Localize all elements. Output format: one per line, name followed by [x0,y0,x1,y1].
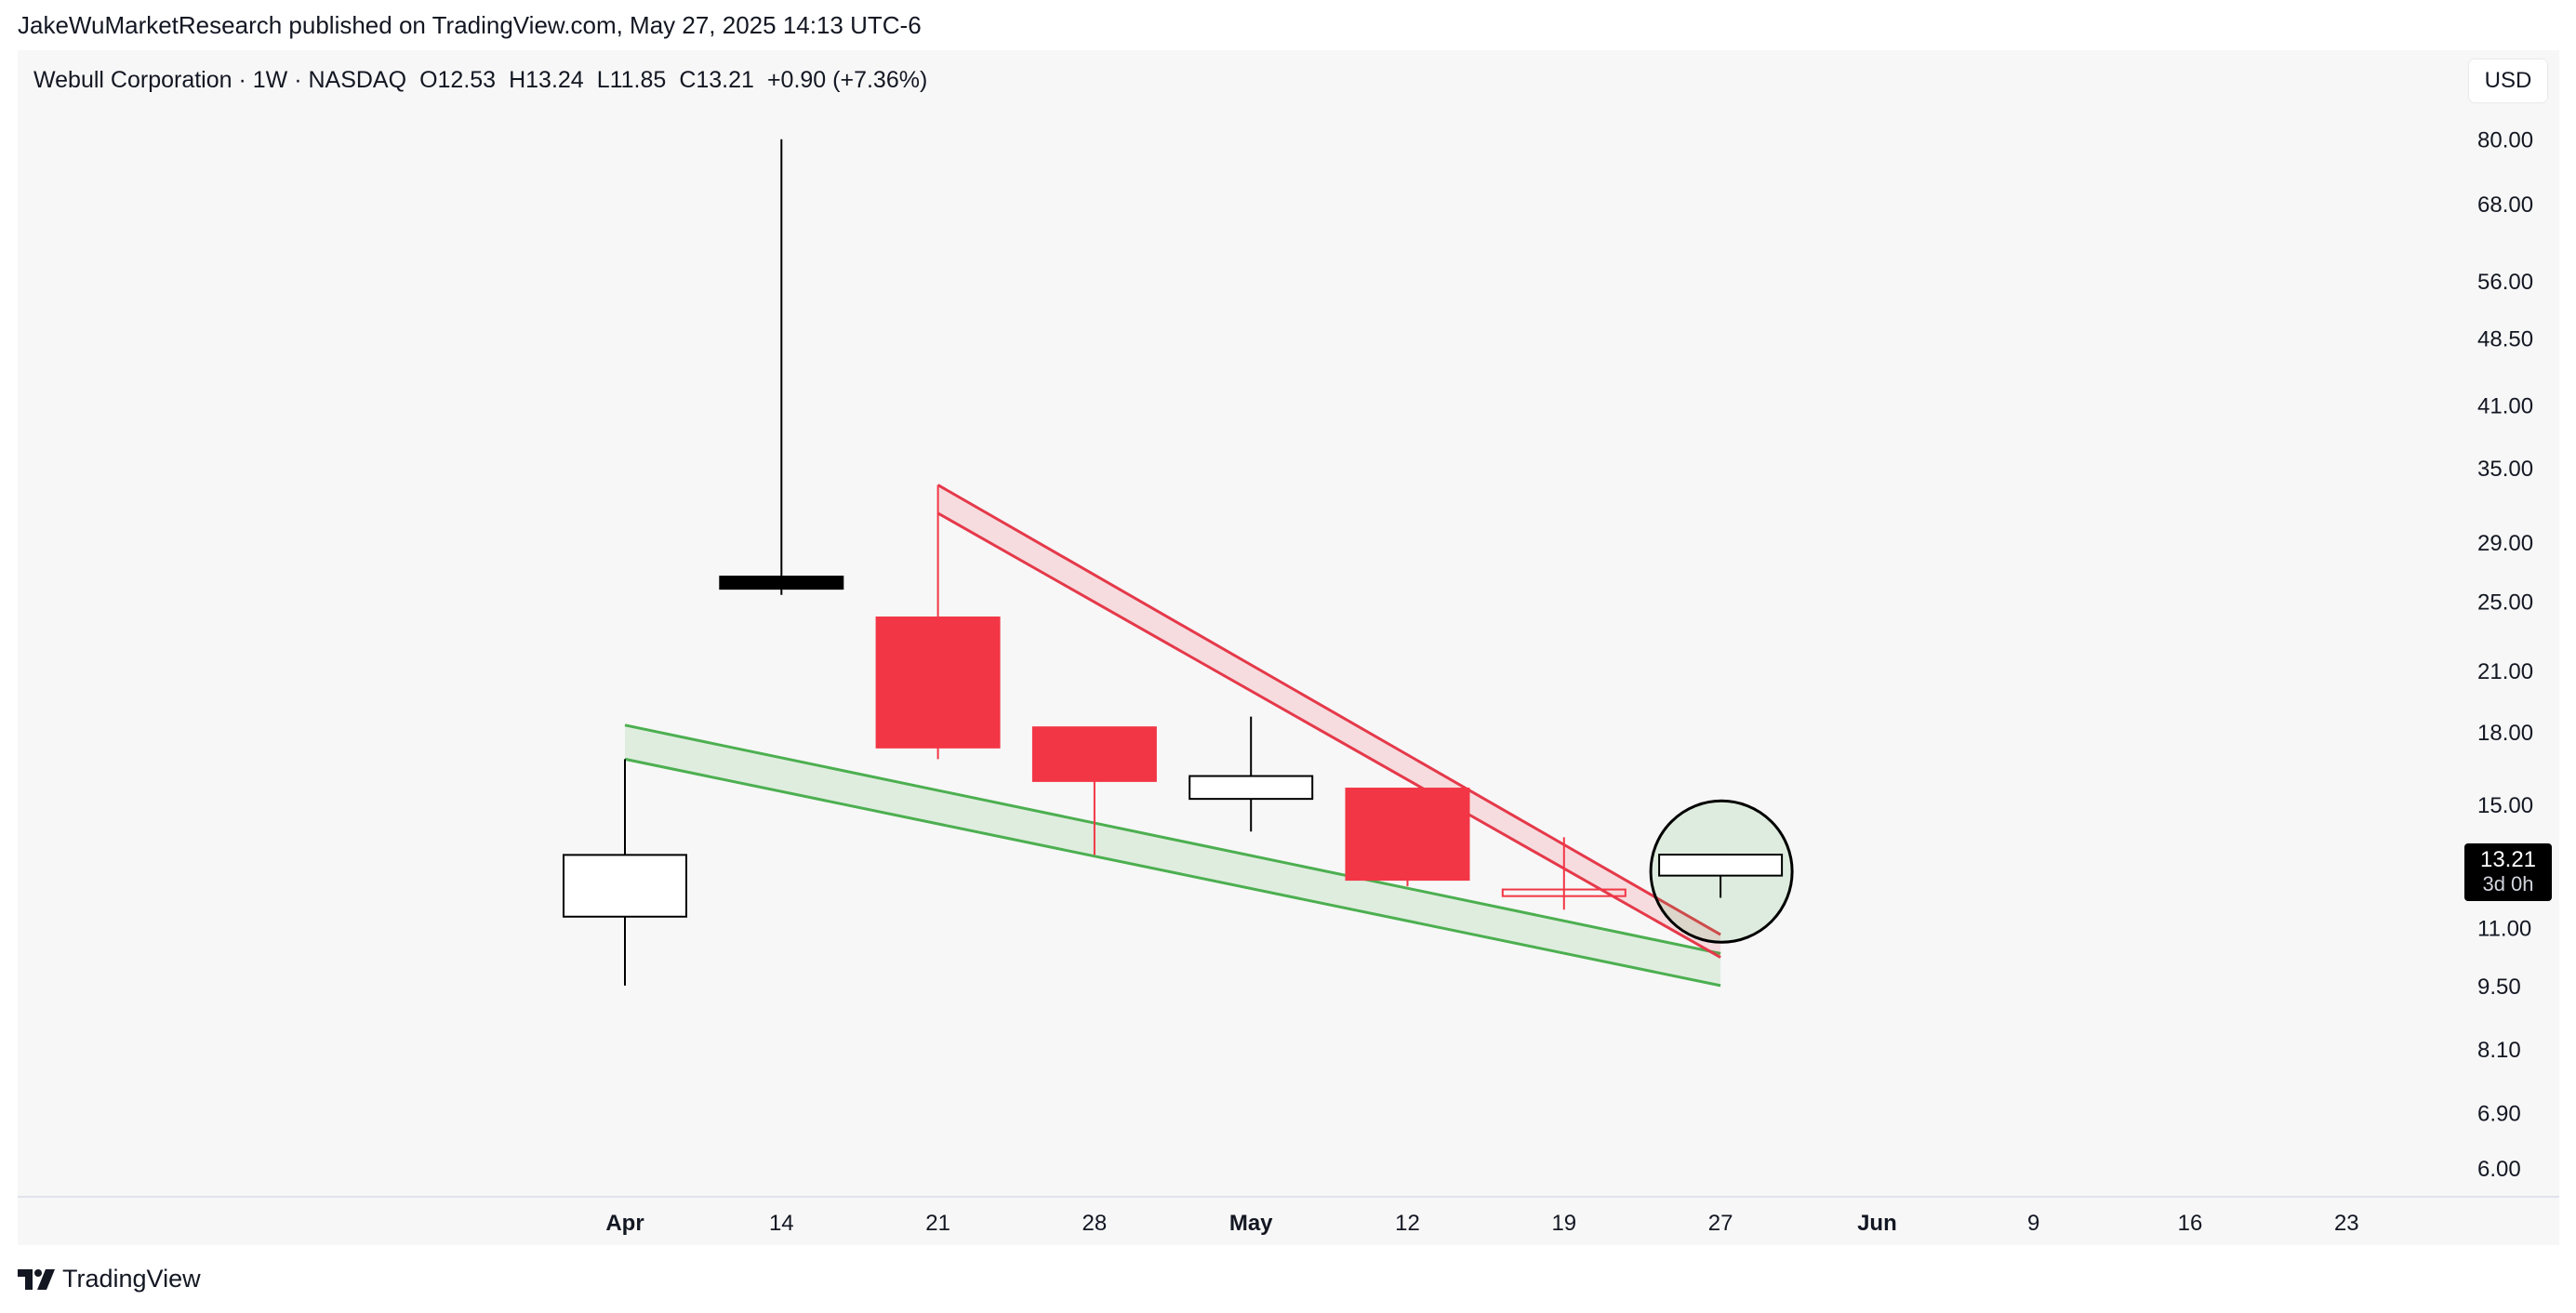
y-tick-label: 15.00 [2477,793,2533,818]
candle-body [875,617,1001,749]
candle-body [563,854,687,918]
candle [875,484,1001,760]
candle-body [1188,775,1314,801]
ohlc-change: +0.90 (+7.36%) [766,67,928,93]
resistance-channel-fill [937,484,1721,958]
x-tick-label: 28 [1082,1211,1108,1236]
candle-body [1031,726,1157,782]
candle-body [1501,888,1627,897]
candle [1345,788,1470,887]
x-tick-label: 9 [2027,1211,2039,1236]
support-channel-lower-line [624,757,1721,988]
y-tick-label: 6.00 [2477,1157,2521,1182]
candle [563,759,687,986]
x-tick-label: Apr [605,1211,644,1236]
candle-body [1345,788,1470,882]
tradingview-logo-icon [18,1268,55,1290]
ohlc-low: L11.85 [596,67,667,93]
y-tick-label: 21.00 [2477,659,2533,684]
candle [1658,854,1784,898]
y-tick-label: 8.10 [2477,1038,2521,1063]
support-channel-fill [625,724,1721,986]
currency-button[interactable]: USD [2469,60,2547,102]
y-tick-label: 68.00 [2477,192,2533,218]
support-channel-upper-line [624,723,1721,955]
x-tick-label: May [1229,1211,1273,1236]
candle [1188,716,1314,832]
tradingview-logo[interactable]: TradingView [18,1265,201,1293]
y-tick-label: 9.50 [2477,975,2521,1000]
last-price-value: 13.21 [2479,847,2537,872]
bar-countdown: 3d 0h [2482,872,2534,895]
y-tick-label: 11.00 [2477,916,2531,941]
y-tick-label: 35.00 [2477,457,2533,482]
candle [719,139,844,595]
x-tick-label: 12 [1395,1211,1420,1236]
x-tick-label: 19 [1551,1211,1576,1236]
x-tick-label: 27 [1708,1211,1733,1236]
y-tick-label: 6.90 [2477,1101,2521,1126]
resistance-channel-lower-line [936,511,1721,959]
y-tick-label: 56.00 [2477,270,2533,295]
chart-panel[interactable]: 80.00 68.00 56.00 48.50 41.00 35.00 29.00 25.00… [18,50,2559,1245]
x-axis-strip [18,1197,2559,1245]
ohlc-open: O12.53 [419,67,497,93]
symbol-name: Webull Corporation · 1W · NASDAQ [33,67,407,93]
ohlc-high: H13.24 [509,67,584,93]
publisher-caption: JakeWuMarketResearch published on Tradin… [18,11,922,39]
ohlc-close: C13.21 [679,67,754,93]
candle [1501,837,1627,910]
symbol-info-line: Webull Corporation · 1W · NASDAQ O12.53 H1… [33,67,940,94]
y-tick-label: 25.00 [2477,590,2533,616]
y-tick-label: 41.00 [2477,393,2533,418]
y-tick-label: 80.00 [2477,128,2533,153]
candle [1031,726,1157,855]
resistance-channel-upper-line [936,484,1721,936]
price-chart[interactable]: 80.00 68.00 56.00 48.50 41.00 35.00 29.00 25.00… [18,50,2559,1245]
candle-body [719,576,844,590]
y-tick-label: 48.50 [2477,327,2533,352]
y-tick-label: 18.00 [2477,721,2533,746]
last-price-badge: 13.21 3d 0h [2464,843,2552,901]
brand-name: TradingView [62,1265,201,1293]
x-tick-label: 14 [769,1211,794,1236]
y-tick-label: 29.00 [2477,531,2533,556]
x-tick-label: 21 [925,1211,950,1236]
x-tick-label: Jun [1857,1211,1897,1236]
x-tick-label: 16 [2178,1211,2203,1236]
x-tick-label: 23 [2334,1211,2359,1236]
candle-body [1658,854,1784,877]
